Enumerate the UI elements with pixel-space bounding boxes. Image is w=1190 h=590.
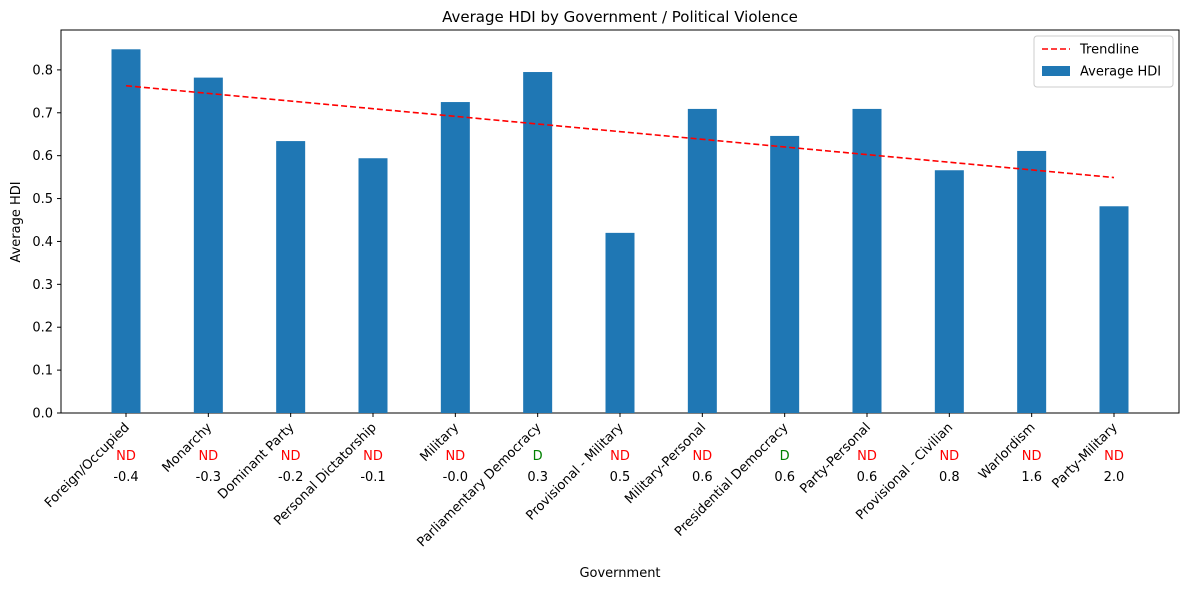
violence-value-label: 2.0 <box>1104 470 1125 485</box>
y-axis-label: Average HDI <box>9 181 24 262</box>
democracy-flag-label: ND <box>1022 449 1042 464</box>
y-tick-label: 0.7 <box>32 106 53 121</box>
legend-label: Trendline <box>1079 43 1139 58</box>
bar <box>276 141 306 413</box>
democracy-flag-label: ND <box>610 449 630 464</box>
violence-value-label: -0.0 <box>443 470 468 485</box>
bar <box>852 108 882 413</box>
legend-label: Average HDI <box>1080 65 1161 80</box>
trendline <box>125 84 1115 179</box>
bar <box>605 232 635 413</box>
y-tick-label: 0.3 <box>32 278 53 293</box>
y-axis: 0.0 0.1 0.2 0.3 0.4 0.5 0.6 0.7 0.8 <box>32 63 61 422</box>
bars-group <box>111 49 1129 414</box>
y-tick-label: 0.1 <box>32 364 53 379</box>
bar <box>770 135 800 414</box>
violence-value-label: -0.1 <box>360 470 385 485</box>
bar <box>440 102 470 414</box>
y-tick-label: 0.2 <box>32 321 53 336</box>
democracy-flag-label: ND <box>281 449 301 464</box>
democracy-flag-label: ND <box>692 449 712 464</box>
democracy-flag-label: ND <box>445 449 465 464</box>
bar <box>193 77 223 414</box>
democracy-flag-label: D <box>533 449 543 464</box>
violence-value-label: -0.4 <box>113 470 138 485</box>
trendline-group <box>125 84 1115 179</box>
bar <box>111 49 141 414</box>
violence-value-label: -0.3 <box>196 470 221 485</box>
democracy-flag-label: D <box>780 449 790 464</box>
violence-value-label: 0.5 <box>610 470 631 485</box>
violence-value-label: 0.6 <box>857 470 878 485</box>
bar <box>523 72 553 413</box>
democracy-flag-label: ND <box>363 449 383 464</box>
democracy-flag-label: ND <box>198 449 218 464</box>
violence-value-label: 0.8 <box>939 470 960 485</box>
bar <box>358 158 388 413</box>
legend-bar-swatch <box>1042 66 1070 76</box>
category-annotations: ND -0.4 ND -0.3 ND -0.2 ND -0.1 ND -0.0 D 0.3 ND 0.5 N… <box>113 449 1124 485</box>
y-tick-label: 0.6 <box>32 149 53 164</box>
y-tick-label: 0.0 <box>32 407 53 422</box>
violence-value-label: 1.6 <box>1021 470 1042 485</box>
violence-value-label: 0.6 <box>774 470 795 485</box>
legend: Trendline Average HDI <box>1033 35 1174 88</box>
bar <box>1017 150 1047 413</box>
violence-value-label: 0.6 <box>692 470 713 485</box>
violence-value-label: 0.3 <box>527 470 548 485</box>
x-tick-label: Monarchy <box>160 420 216 476</box>
bar <box>934 170 964 413</box>
x-axis-label: Government <box>579 566 660 581</box>
democracy-flag-label: ND <box>939 449 959 464</box>
x-tick-label: Foreign/Occupied <box>42 420 133 511</box>
bar <box>1099 206 1129 413</box>
chart-title: Average HDI by Government / Political Vi… <box>442 8 798 26</box>
y-tick-label: 0.5 <box>32 192 53 207</box>
democracy-flag-label: ND <box>1104 449 1124 464</box>
y-tick-label: 0.8 <box>32 63 53 78</box>
bar <box>687 108 717 413</box>
violence-value-label: -0.2 <box>278 470 303 485</box>
democracy-flag-label: ND <box>857 449 877 464</box>
democracy-flag-label: ND <box>116 449 136 464</box>
y-tick-label: 0.4 <box>32 235 53 250</box>
